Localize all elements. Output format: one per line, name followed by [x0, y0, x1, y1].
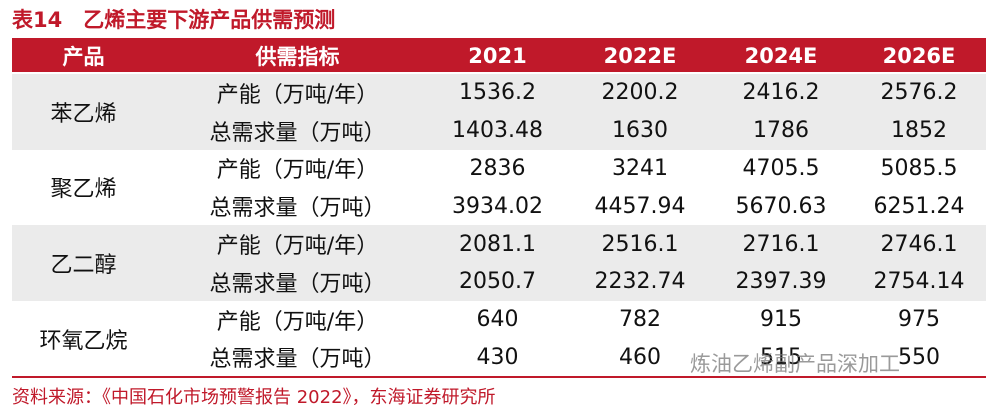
indicator-cell: 产能（万吨/年）	[216, 82, 379, 108]
value-cell: 1630	[612, 118, 668, 144]
header-row	[12, 40, 986, 72]
group-band	[12, 300, 986, 377]
value-cell: 4705.5	[742, 155, 820, 181]
value-cell: 430	[476, 344, 519, 370]
product-cell: 聚乙烯	[50, 177, 117, 203]
column-header: 供需指标	[255, 45, 340, 69]
value-cell: 975	[898, 307, 940, 333]
group-band	[12, 225, 986, 301]
indicator-cell: 总需求量（万吨）	[209, 120, 386, 146]
value-cell: 3934.02	[452, 193, 543, 219]
value-cell: 2716.1	[742, 231, 820, 257]
value-cell: 640	[476, 307, 519, 333]
column-header: 2026E	[882, 44, 956, 68]
value-cell: 2516.1	[601, 231, 679, 257]
value-cell: 5085.5	[880, 155, 958, 181]
value-cell: 2397.39	[735, 269, 827, 295]
value-cell: 915	[760, 307, 802, 333]
indicator-cell: 产能（万吨/年）	[216, 309, 379, 335]
indicator-cell: 总需求量（万吨）	[209, 271, 386, 297]
indicator-cell: 总需求量（万吨）	[209, 347, 386, 373]
value-cell: 2416.2	[742, 80, 820, 106]
column-header: 产品	[62, 45, 105, 69]
value-cell: 1786	[753, 118, 809, 144]
value-cell: 2836	[469, 155, 526, 181]
value-cell: 1403.48	[452, 118, 543, 144]
value-cell: 1852	[891, 118, 947, 144]
column-header: 2021	[468, 44, 527, 68]
indicator-cell: 产能（万吨/年）	[216, 234, 379, 260]
value-cell: 2746.1	[880, 231, 958, 257]
product-cell: 苯乙烯	[50, 101, 117, 127]
value-cell: 550	[898, 344, 940, 370]
value-cell: 2050.7	[459, 269, 536, 295]
column-header: 2024E	[744, 44, 818, 68]
top-rule	[12, 38, 986, 40]
value-cell: 1536.2	[459, 80, 536, 106]
value-cell: 2200.2	[601, 80, 679, 106]
indicator-cell: 产能（万吨/年）	[216, 158, 379, 184]
watermark: 炼油乙烯副产品深加工	[690, 352, 900, 376]
value-cell: 460	[619, 344, 661, 370]
indicator-cell: 总需求量（万吨）	[209, 196, 386, 222]
value-cell: 4457.94	[594, 193, 686, 219]
value-cell: 2232.74	[594, 269, 686, 295]
value-cell: 3241	[612, 155, 668, 181]
column-header: 2022E	[603, 44, 677, 68]
source-note: 资料来源：《中国石化市场预警报告 2022》，东海证券研究所	[12, 387, 496, 408]
product-cell: 环氧乙烷	[39, 328, 128, 354]
value-cell: 6251.24	[873, 193, 965, 219]
group-band	[12, 149, 986, 226]
value-cell: 2576.2	[880, 80, 958, 106]
value-cell: 2754.14	[873, 269, 965, 295]
value-cell: 515	[760, 344, 802, 370]
product-cell: 乙二醇	[50, 252, 117, 278]
table-title: 表14 乙烯主要下游产品供需预测	[12, 8, 336, 32]
value-cell: 782	[619, 307, 661, 333]
value-cell: 5670.63	[735, 193, 827, 219]
group-band	[12, 74, 986, 150]
value-cell: 2081.1	[459, 231, 536, 257]
bottom-rule	[12, 376, 986, 378]
